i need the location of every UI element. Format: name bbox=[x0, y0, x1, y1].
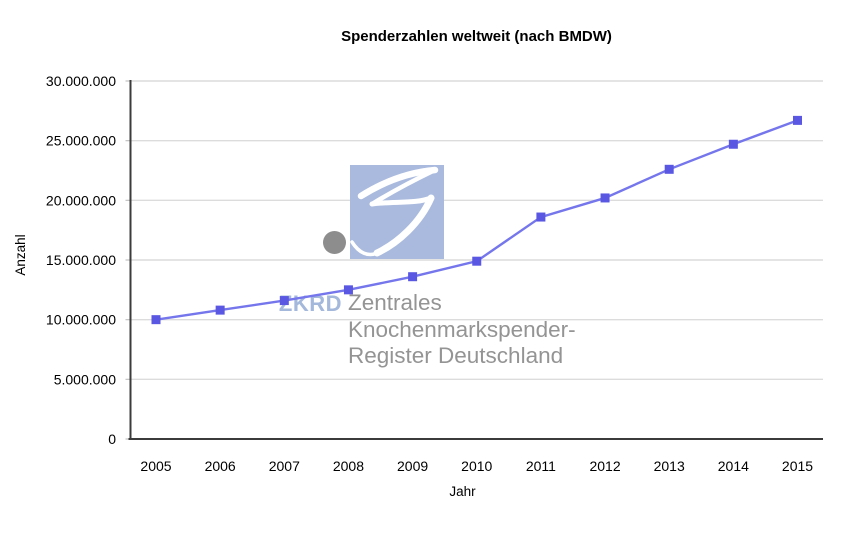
zkrd-name-line3: Register Deutschland bbox=[348, 343, 564, 368]
x-axis-title: Jahr bbox=[449, 484, 476, 499]
zkrd-logo-square bbox=[350, 165, 444, 259]
zkrd-name-line2: Knochenmarkspender- bbox=[348, 316, 576, 342]
chart-title: Spenderzahlen weltweit (nach BMDW) bbox=[341, 28, 612, 45]
zkrd-brushstroke-icon bbox=[350, 166, 439, 257]
zkrd-logo-dot bbox=[323, 231, 346, 254]
zkrd-name: Zentrales Knochenmarkspender- Register D… bbox=[348, 290, 576, 370]
zkrd-wordmark: ZKRD bbox=[278, 291, 342, 316]
zkrd-name-line1: Zentrales bbox=[348, 290, 442, 315]
